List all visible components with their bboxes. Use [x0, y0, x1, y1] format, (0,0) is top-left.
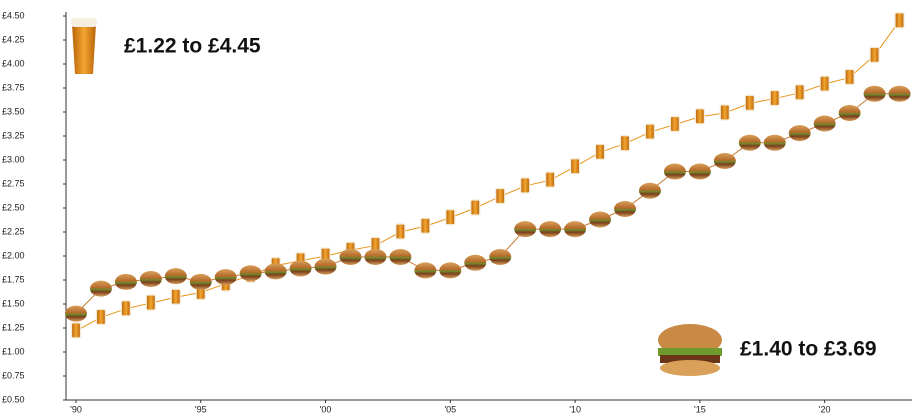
pint-marker — [795, 85, 804, 100]
y-tick-label: £4.25 — [2, 34, 25, 44]
pint-marker — [446, 210, 455, 225]
y-tick-label: £2.00 — [2, 250, 25, 260]
y-tick-label: £3.50 — [2, 106, 25, 116]
pint-marker — [845, 69, 854, 84]
pint-marker — [146, 295, 155, 310]
pint-marker — [670, 116, 679, 131]
x-tick-label: '95 — [195, 404, 207, 414]
burger-marker — [389, 249, 411, 265]
pint-marker — [596, 144, 605, 159]
pint-marker — [96, 309, 105, 324]
burger-marker — [339, 249, 361, 265]
burger-marker — [464, 255, 486, 271]
burger-marker — [140, 271, 162, 287]
y-tick-label: £1.00 — [2, 346, 25, 356]
burger-marker — [364, 249, 386, 265]
beer-annotation: £1.22 to £4.45 — [124, 35, 261, 58]
y-tick-label: £2.75 — [2, 178, 25, 188]
pint-marker — [571, 159, 580, 174]
x-tick-label: '15 — [694, 404, 706, 414]
burger-marker — [414, 262, 436, 278]
pint-marker — [421, 218, 430, 233]
burger-marker — [639, 183, 661, 199]
pint-marker — [870, 47, 879, 62]
pint-marker — [396, 224, 405, 239]
burger-marker — [290, 260, 312, 276]
pint-marker — [496, 188, 505, 203]
pint-marker — [695, 109, 704, 124]
x-tick-label: '90 — [70, 404, 82, 414]
y-tick-label: £1.75 — [2, 274, 25, 284]
burger-icon — [658, 324, 722, 376]
burger-bun-bottom — [660, 360, 720, 376]
y-tick-label: £1.50 — [2, 298, 25, 308]
pint-marker — [745, 95, 754, 110]
pint-marker — [820, 76, 829, 91]
pint-marker — [71, 323, 80, 338]
burger-marker — [689, 164, 711, 180]
pint-icon — [71, 18, 97, 74]
pint-foam — [71, 18, 97, 27]
burger-marker — [190, 274, 212, 290]
burger-marker — [739, 135, 761, 151]
burger-lettuce — [658, 348, 722, 356]
x-tick-label: '20 — [819, 404, 831, 414]
pint-marker — [121, 301, 130, 316]
pint-glass — [72, 24, 96, 74]
pint-marker — [770, 91, 779, 106]
burger-marker — [864, 86, 886, 102]
burger-marker — [265, 263, 287, 279]
burger-marker — [789, 125, 811, 141]
y-tick-label: £2.25 — [2, 226, 25, 236]
pint-marker — [621, 136, 630, 151]
burger-marker — [439, 262, 461, 278]
pint-marker — [471, 200, 480, 215]
chart: £1.22 to £4.45 £1.40 to £3.69 £0.50 £0.75… — [0, 0, 916, 418]
burger-marker — [65, 306, 87, 322]
burger-marker — [315, 259, 337, 275]
burger-marker — [240, 265, 262, 281]
y-tick-label: £4.50 — [2, 10, 25, 20]
burger-marker — [814, 116, 836, 132]
y-tick-label: £3.75 — [2, 82, 25, 92]
burger-marker — [614, 201, 636, 217]
burger-marker — [514, 221, 536, 237]
burger-marker — [714, 153, 736, 169]
pint-marker — [546, 172, 555, 187]
burger-marker — [115, 274, 137, 290]
burger-marker — [889, 86, 911, 102]
y-tick-label: £2.50 — [2, 202, 25, 212]
burger-marker — [839, 105, 861, 121]
burger-marker — [489, 249, 511, 265]
y-tick-label: £0.50 — [2, 394, 25, 404]
x-tick-label: '10 — [569, 404, 581, 414]
pint-marker — [720, 105, 729, 120]
burger-marker — [589, 212, 611, 228]
pint-marker — [171, 289, 180, 304]
pint-marker — [895, 13, 904, 28]
burger-marker — [539, 221, 561, 237]
y-tick-label: £4.00 — [2, 58, 25, 68]
y-tick-label: £3.25 — [2, 130, 25, 140]
pint-marker — [521, 178, 530, 193]
pint-marker — [645, 124, 654, 139]
x-tick-label: '00 — [320, 404, 332, 414]
burger-marker — [165, 268, 187, 284]
burger-annotation: £1.40 to £3.69 — [740, 338, 877, 361]
burger-marker — [764, 135, 786, 151]
y-tick-label: £3.00 — [2, 154, 25, 164]
x-tick-label: '05 — [444, 404, 456, 414]
burger-marker — [90, 281, 112, 297]
y-tick-label: £0.75 — [2, 370, 25, 380]
burger-marker — [215, 269, 237, 285]
burger-marker — [664, 164, 686, 180]
burger-marker — [564, 221, 586, 237]
y-tick-label: £1.25 — [2, 322, 25, 332]
